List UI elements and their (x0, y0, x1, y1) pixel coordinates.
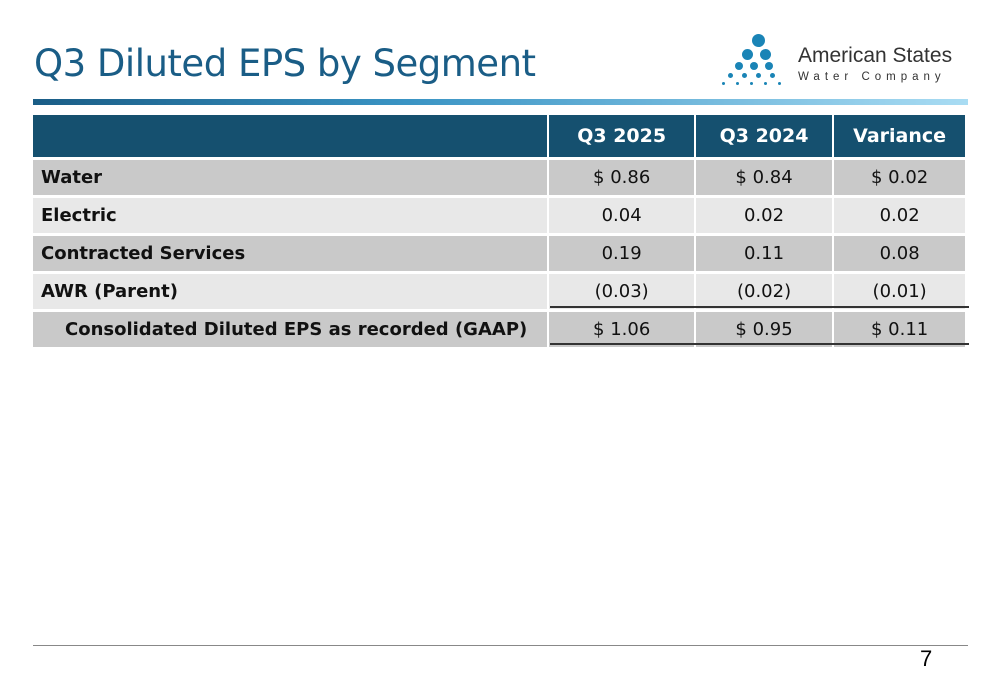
cell-q3-2024: $ 0.95 (695, 312, 833, 347)
cell-q3-2025: (0.03) (549, 274, 694, 309)
cell-q3-2024: $ 0.84 (695, 160, 833, 195)
cell-variance: $ 0.11 (834, 312, 965, 347)
cell-q3-2025: 0.19 (549, 236, 694, 271)
total-bottom-rule (550, 343, 969, 345)
cell-variance: $ 0.02 (834, 160, 965, 195)
header-label (33, 115, 548, 157)
logo-dot (750, 82, 753, 85)
table-row: Water $ 0.86 $ 0.84 $ 0.02 (33, 160, 965, 195)
title-divider-bar (33, 99, 968, 105)
header-variance: Variance (834, 115, 965, 157)
total-top-rule (550, 306, 969, 308)
logo-dot (736, 82, 739, 85)
cell-variance: (0.01) (834, 274, 965, 309)
footer-rule (33, 645, 968, 646)
row-label: AWR (Parent) (33, 274, 548, 309)
row-label: Water (33, 160, 548, 195)
table-row: Electric 0.04 0.02 0.02 (33, 198, 965, 233)
logo-dot (752, 34, 765, 47)
table-header-row: Q3 2025 Q3 2024 Variance (33, 115, 965, 157)
logo-subtitle: Water Company (798, 71, 946, 83)
logo-dot (770, 73, 775, 78)
cell-variance: 0.08 (834, 236, 965, 271)
eps-table: Q3 2025 Q3 2024 Variance Water $ 0.86 $ … (31, 112, 967, 350)
cell-q3-2024: 0.11 (695, 236, 833, 271)
header-q3-2024: Q3 2024 (695, 115, 833, 157)
row-label: Consolidated Diluted EPS as recorded (GA… (33, 312, 548, 347)
cell-q3-2025: $ 1.06 (549, 312, 694, 347)
logo-dot (742, 73, 747, 78)
logo-dot (764, 82, 767, 85)
logo-dot (742, 49, 753, 60)
logo-dot (722, 82, 725, 85)
logo-dot (750, 62, 758, 70)
logo-dot (760, 49, 771, 60)
logo-name: American States (798, 44, 953, 67)
table-row: Contracted Services 0.19 0.11 0.08 (33, 236, 965, 271)
header-q3-2025: Q3 2025 (549, 115, 694, 157)
table-total-row: Consolidated Diluted EPS as recorded (GA… (33, 312, 965, 347)
table-row: AWR (Parent) (0.03) (0.02) (0.01) (33, 274, 965, 309)
company-logo: American States Water Company (722, 34, 972, 90)
logo-dot (778, 82, 781, 85)
logo-dot (735, 62, 743, 70)
logo-dot (765, 62, 773, 70)
cell-q3-2025: $ 0.86 (549, 160, 694, 195)
row-label: Electric (33, 198, 548, 233)
row-label: Contracted Services (33, 236, 548, 271)
logo-dot (756, 73, 761, 78)
page-title: Q3 Diluted EPS by Segment (34, 42, 536, 85)
cell-q3-2024: 0.02 (695, 198, 833, 233)
cell-q3-2024: (0.02) (695, 274, 833, 309)
page-number: 7 (920, 646, 933, 671)
logo-dot (728, 73, 733, 78)
cell-q3-2025: 0.04 (549, 198, 694, 233)
cell-variance: 0.02 (834, 198, 965, 233)
